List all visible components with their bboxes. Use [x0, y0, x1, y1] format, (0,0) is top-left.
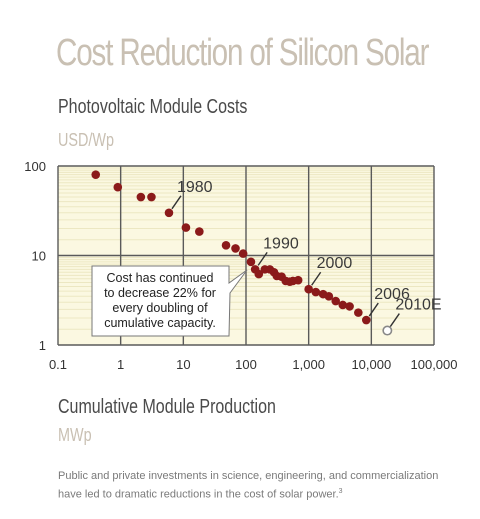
data-point [304, 284, 313, 294]
footnote: Public and private investments in scienc… [58, 468, 448, 503]
data-point [181, 223, 191, 232]
data-point [164, 208, 174, 218]
y-tick-label: 1 [39, 338, 46, 353]
projection-leader [389, 313, 400, 327]
annotation-leader [171, 195, 182, 210]
footnote-text: Public and private investments in scienc… [58, 470, 439, 501]
data-point [361, 315, 371, 325]
data-point [238, 249, 248, 258]
footnote-ref: 3 [338, 488, 343, 495]
y-tick-label: 10 [32, 249, 46, 264]
callout-shape [91, 265, 248, 337]
data-point [354, 308, 363, 317]
annotation-label: 2000 [317, 255, 353, 272]
chart-subtitle: Photovoltaic Module Costs [58, 96, 248, 118]
x-tick-label: 1,000 [292, 357, 325, 372]
projection-point [382, 325, 393, 336]
projection-label: 2010E [395, 297, 441, 314]
data-point [338, 300, 348, 310]
callout-line: to decrease 22% for [104, 286, 216, 300]
annotation-label: 1990 [263, 235, 299, 252]
callout-line: Cost has continued [106, 271, 213, 285]
x-tick-label: 1 [117, 357, 124, 372]
data-point [331, 296, 340, 306]
data-point [231, 244, 240, 253]
data-point [324, 292, 334, 301]
data-point [91, 170, 101, 179]
data-point [221, 241, 231, 250]
data-point [136, 192, 146, 202]
x-tick-label: 10,000 [351, 357, 391, 372]
data-point [113, 182, 123, 192]
data-point [345, 302, 354, 311]
annotation-label: 2006 [374, 286, 410, 303]
data-point [254, 269, 264, 279]
data-point [147, 192, 156, 202]
x-tick-label: 0.1 [49, 357, 67, 372]
annotation-leader [368, 302, 379, 317]
annotation-label: 1980 [177, 179, 213, 196]
x-tick-label: 10 [176, 357, 190, 372]
data-point [293, 275, 303, 285]
x-axis-label: Cumulative Module Production [58, 396, 276, 418]
callout-line: cumulative capacity. [104, 316, 216, 330]
y-tick-label: 100 [24, 159, 46, 174]
data-point [311, 287, 321, 297]
y-axis-unit: USD/Wp [58, 130, 115, 150]
annotation-leader [257, 251, 268, 266]
data-point [246, 257, 256, 267]
chart-title: Cost Reduction of Silicon Solar [56, 32, 429, 74]
data-point [195, 227, 204, 236]
x-axis-unit: MWp [58, 425, 92, 445]
callout-line: every doubling of [112, 301, 208, 315]
annotation-leader [311, 271, 322, 286]
x-tick-label: 100,000 [411, 357, 458, 372]
x-tick-label: 100 [235, 357, 257, 372]
